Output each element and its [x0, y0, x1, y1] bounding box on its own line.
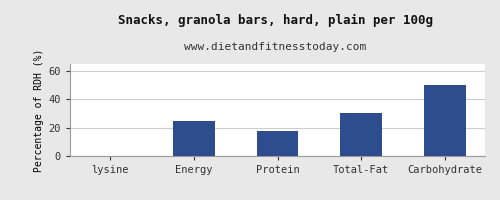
Text: Snacks, granola bars, hard, plain per 100g: Snacks, granola bars, hard, plain per 10…: [118, 14, 432, 27]
Text: www.dietandfitnesstoday.com: www.dietandfitnesstoday.com: [184, 42, 366, 52]
Bar: [172, 121, 214, 156]
Bar: [256, 131, 298, 156]
Y-axis label: Percentage of RDH (%): Percentage of RDH (%): [34, 48, 44, 172]
Bar: [340, 113, 382, 156]
Bar: [424, 85, 466, 156]
